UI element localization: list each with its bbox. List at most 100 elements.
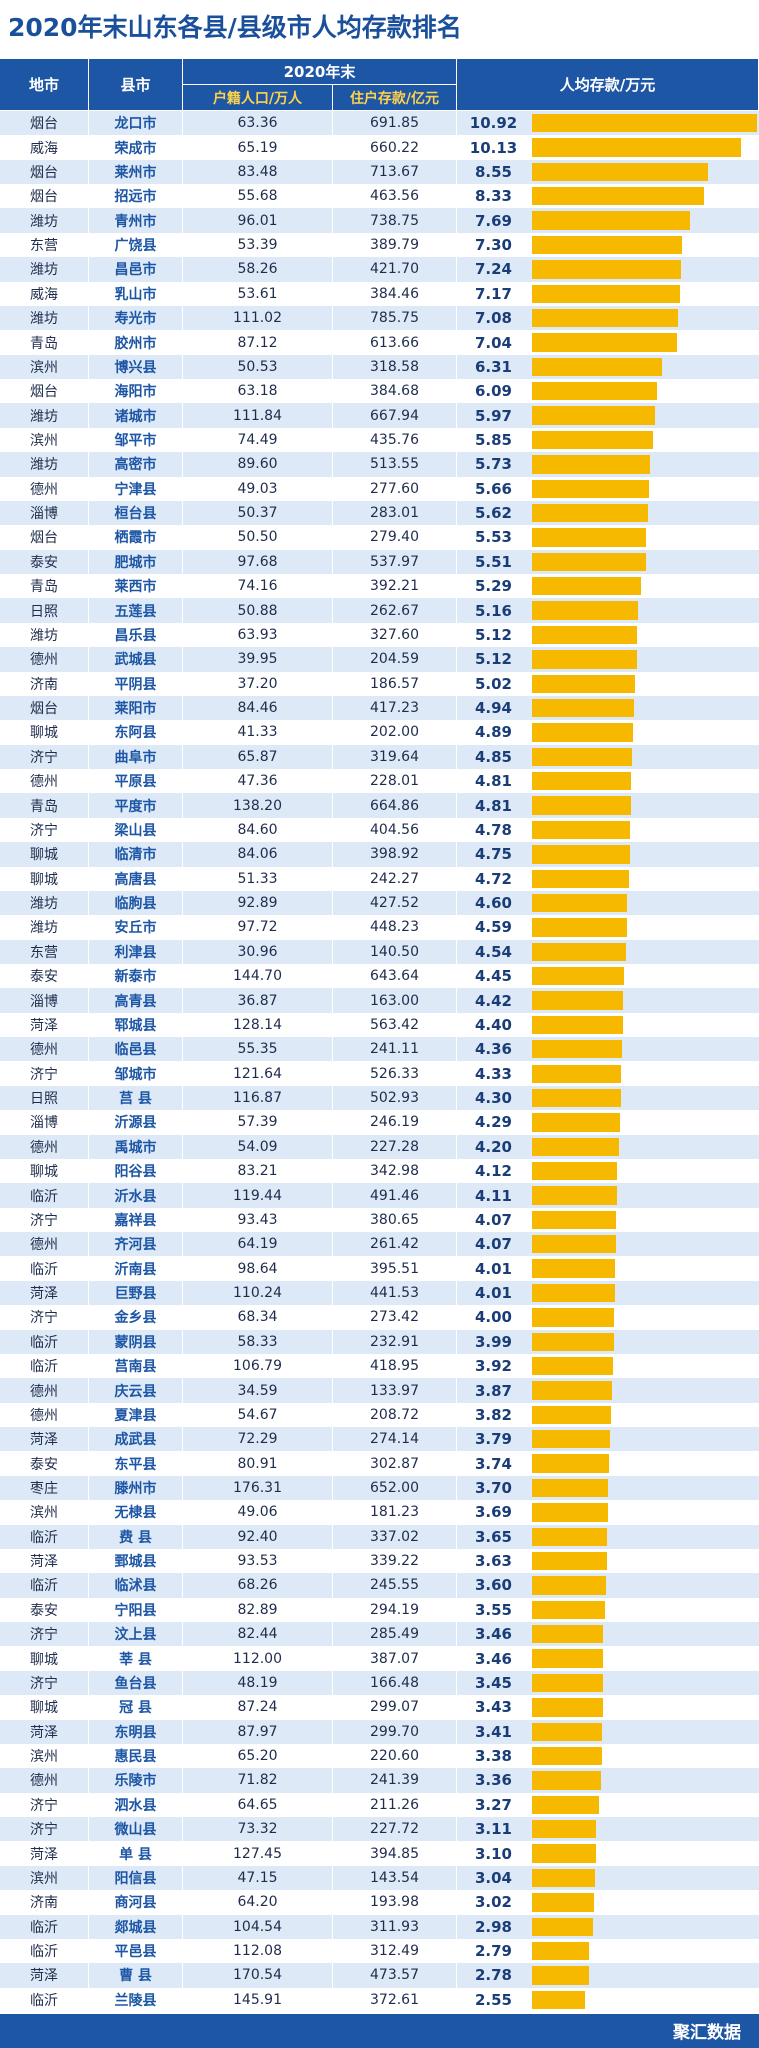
cell-per-capita: 7.30 <box>474 236 512 255</box>
cell-per-capita: 4.72 <box>474 869 512 888</box>
cell-per-capita: 4.85 <box>474 747 512 766</box>
cell-deposits: 245.55 <box>333 1573 457 1598</box>
per-capita-bar <box>532 528 646 547</box>
cell-deposits: 448.23 <box>333 915 457 940</box>
cell-city: 青岛 <box>0 330 89 355</box>
cell-county: 诸城市 <box>89 403 183 428</box>
per-capita-bar <box>532 601 639 620</box>
per-capita-bar <box>532 1405 611 1425</box>
row-background <box>0 1695 759 1720</box>
cell-deposits: 337.02 <box>333 1524 457 1549</box>
cell-deposits: 299.07 <box>333 1695 457 1720</box>
row-background <box>0 1256 759 1281</box>
cell-population: 176.31 <box>183 1475 333 1501</box>
cell-deposits: 181.23 <box>333 1500 457 1525</box>
cell-deposits: 294.19 <box>333 1597 457 1623</box>
per-capita-bar <box>532 1795 600 1814</box>
cell-city: 济南 <box>0 671 89 696</box>
per-capita-bar <box>532 430 653 450</box>
row-background <box>0 1743 759 1769</box>
cell-deposits: 279.40 <box>333 525 457 550</box>
cell-population: 30.96 <box>183 939 333 964</box>
cell-population: 63.18 <box>183 379 333 404</box>
cell-per-capita: 3.45 <box>474 1673 512 1692</box>
per-capita-bar <box>532 1137 619 1156</box>
cell-per-capita: 10.13 <box>469 138 518 157</box>
cell-population: 65.87 <box>183 744 333 770</box>
cell-population: 63.93 <box>183 622 333 648</box>
cell-city: 菏泽 <box>0 1012 89 1038</box>
cell-per-capita: 2.78 <box>474 1966 512 1985</box>
row-background <box>0 1792 759 1817</box>
cell-city: 聊城 <box>0 866 89 891</box>
cell-population: 48.19 <box>183 1670 333 1696</box>
cell-per-capita: 3.82 <box>474 1405 512 1424</box>
cell-city: 青岛 <box>0 793 89 818</box>
cell-county: 梁山县 <box>89 817 183 843</box>
per-capita-bar <box>532 967 624 986</box>
cell-population: 65.19 <box>183 135 333 160</box>
cell-deposits: 463.56 <box>333 184 457 209</box>
cell-county: 阳信县 <box>89 1865 183 1891</box>
per-capita-bar <box>532 1040 622 1059</box>
per-capita-bar <box>532 1381 612 1400</box>
per-capita-bar <box>532 1454 610 1473</box>
cell-population: 50.88 <box>183 598 333 623</box>
cell-city: 菏泽 <box>0 1841 89 1866</box>
row-background <box>0 1037 759 1062</box>
cell-per-capita: 3.99 <box>474 1332 512 1351</box>
cell-deposits: 241.39 <box>333 1768 457 1793</box>
cell-city: 德州 <box>0 647 89 672</box>
per-capita-bar <box>532 406 655 425</box>
cell-population: 55.35 <box>183 1037 333 1062</box>
cell-county: 滕州市 <box>89 1475 183 1501</box>
cell-population: 74.16 <box>183 574 333 599</box>
per-capita-bar <box>532 625 638 645</box>
header-county: 县市 <box>89 59 183 111</box>
cell-county: 邹平市 <box>89 427 183 453</box>
cell-per-capita: 4.94 <box>474 699 512 718</box>
cell-deposits: 211.26 <box>333 1792 457 1817</box>
cell-deposits: 643.64 <box>333 964 457 989</box>
cell-population: 87.24 <box>183 1695 333 1720</box>
cell-deposits: 193.98 <box>333 1890 457 1915</box>
cell-population: 50.53 <box>183 354 333 380</box>
cell-city: 菏泽 <box>0 1963 89 1988</box>
cell-population: 41.33 <box>183 720 333 745</box>
cell-per-capita: 3.87 <box>474 1381 512 1400</box>
cell-city: 泰安 <box>0 964 89 989</box>
row-background <box>0 1524 759 1549</box>
cell-city: 临沂 <box>0 1256 89 1281</box>
cell-population: 92.40 <box>183 1524 333 1549</box>
cell-population: 58.33 <box>183 1329 333 1354</box>
cell-city: 菏泽 <box>0 1280 89 1306</box>
per-capita-bar <box>532 1503 609 1522</box>
cell-city: 济宁 <box>0 744 89 770</box>
row-background <box>0 1402 759 1428</box>
footer-band <box>0 2014 759 2048</box>
cell-per-capita: 4.11 <box>474 1186 512 1205</box>
cell-population: 84.60 <box>183 817 333 843</box>
per-capita-bar <box>532 991 624 1010</box>
per-capita-bar <box>532 235 683 255</box>
per-capita-bar <box>532 747 632 767</box>
cell-deposits: 664.86 <box>333 793 457 818</box>
row-background <box>0 1597 759 1623</box>
cell-deposits: 227.72 <box>333 1817 457 1842</box>
per-capita-bar <box>532 1771 602 1790</box>
cell-deposits: 384.68 <box>333 379 457 404</box>
cell-per-capita: 3.74 <box>474 1454 512 1473</box>
row-background <box>0 1670 759 1696</box>
cell-county: 平阴县 <box>89 671 183 696</box>
cell-per-capita: 5.73 <box>474 455 512 474</box>
row-background <box>0 1012 759 1038</box>
cell-per-capita: 5.53 <box>474 528 512 547</box>
row-background <box>0 1061 759 1086</box>
cell-deposits: 513.55 <box>333 452 457 477</box>
cell-deposits: 392.21 <box>333 574 457 599</box>
cell-city: 烟台 <box>0 379 89 404</box>
cell-population: 127.45 <box>183 1841 333 1866</box>
row-background <box>0 1427 759 1452</box>
per-capita-bar <box>532 1478 609 1498</box>
cell-per-capita: 5.85 <box>474 431 512 449</box>
